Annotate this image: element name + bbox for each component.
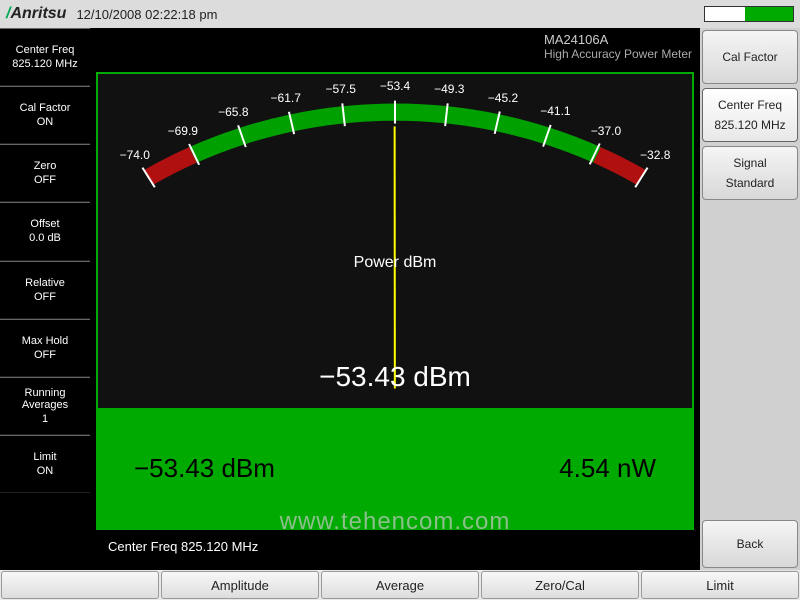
right-label: Cal Factor <box>703 50 797 64</box>
left-label: Center Freq <box>2 44 88 56</box>
left-max-hold[interactable]: Max Hold OFF <box>0 319 90 377</box>
right-center-freq[interactable]: Center Freq 825.120 MHz <box>702 88 798 142</box>
gauge-tick-label: −49.3 <box>434 82 464 96</box>
brand-logo: /Anritsu <box>6 5 66 23</box>
result-bar: −53.43 dBm 4.54 nW www.tehencom.com <box>98 408 692 528</box>
right-spacer <box>700 202 800 518</box>
left-running-avg[interactable]: Running Averages 1 <box>0 377 90 435</box>
left-value: 0.0 dB <box>2 232 88 244</box>
datetime-label: 12/10/2008 02:22:18 pm <box>76 7 217 22</box>
gauge-area: Power dBm −74.0 −69.9 −65.8 −61.7 −57.5 −53.4… <box>98 74 692 398</box>
power-unit-label: Power dBm <box>354 254 437 272</box>
gauge-tick-label: −41.1 <box>540 104 570 118</box>
gauge-tick-label: −57.5 <box>326 82 356 96</box>
right-label: Center Freq <box>703 98 797 112</box>
right-cal-factor[interactable]: Cal Factor <box>702 30 798 84</box>
left-spacer <box>0 493 90 570</box>
right-signal[interactable]: Signal Standard <box>702 146 798 200</box>
main-display: MA24106A High Accuracy Power Meter Power… <box>90 28 700 570</box>
watermark: www.tehencom.com <box>280 508 511 536</box>
gauge-tick-label: −61.7 <box>271 91 301 105</box>
right-sub: 825.120 MHz <box>703 118 797 132</box>
left-value: 825.120 MHz <box>2 58 88 70</box>
left-value: 1 <box>2 413 88 425</box>
left-zero[interactable]: Zero OFF <box>0 144 90 202</box>
model-desc: High Accuracy Power Meter <box>544 47 692 61</box>
model-info: MA24106A High Accuracy Power Meter <box>544 32 692 61</box>
left-value: OFF <box>2 174 88 186</box>
left-center-freq[interactable]: Center Freq 825.120 MHz <box>0 28 90 86</box>
left-label: Offset <box>2 218 88 230</box>
left-cal-factor[interactable]: Cal Factor ON <box>0 86 90 144</box>
left-value: OFF <box>2 291 88 303</box>
bottom-btn-amplitude[interactable]: Amplitude <box>161 571 319 599</box>
bottom-label: Amplitude <box>211 578 269 593</box>
left-label: Max Hold <box>2 335 88 347</box>
bottom-btn-0[interactable] <box>1 571 159 599</box>
left-label: Zero <box>2 160 88 172</box>
left-limit[interactable]: Limit ON <box>0 435 90 493</box>
left-sidebar: Center Freq 825.120 MHz Cal Factor ON Ze… <box>0 28 90 570</box>
left-label: Relative <box>2 277 88 289</box>
gauge-tick-label: −45.2 <box>488 91 518 105</box>
left-offset[interactable]: Offset 0.0 dB <box>0 202 90 260</box>
reading-watt: 4.54 nW <box>559 453 656 484</box>
bottom-btn-zerocal[interactable]: Zero/Cal <box>481 571 639 599</box>
header-bar: /Anritsu 12/10/2008 02:22:18 pm <box>0 0 800 28</box>
meter-frame: Power dBm −74.0 −69.9 −65.8 −61.7 −57.5 −53.4… <box>96 72 694 530</box>
primary-reading: −53.43 dBm <box>98 361 692 393</box>
model-id: MA24106A <box>544 32 692 47</box>
left-value: OFF <box>2 349 88 361</box>
bottom-btn-average[interactable]: Average <box>321 571 479 599</box>
left-relative[interactable]: Relative OFF <box>0 261 90 319</box>
left-value: ON <box>2 465 88 477</box>
right-sub: Standard <box>703 176 797 190</box>
back-label: Back <box>703 537 797 551</box>
battery-icon <box>704 6 794 22</box>
battery-fill <box>745 7 793 21</box>
left-value: ON <box>2 116 88 128</box>
bottom-label: Limit <box>706 578 733 593</box>
bottom-bar: Amplitude Average Zero/Cal Limit <box>0 570 800 600</box>
left-label: Running Averages <box>2 387 88 411</box>
gauge-tick-label: −74.0 <box>120 148 150 162</box>
gauge-tick-label: −53.4 <box>380 79 410 93</box>
footer-center-freq: Center Freq 825.120 MHz <box>108 539 258 554</box>
bottom-btn-limit[interactable]: Limit <box>641 571 799 599</box>
gauge-tick-label: −65.8 <box>218 105 248 119</box>
gauge-tick-label: −69.9 <box>168 124 198 138</box>
reading-dBm: −53.43 dBm <box>134 453 275 484</box>
gauge-tick-label: −37.0 <box>591 124 621 138</box>
right-label: Signal <box>703 156 797 170</box>
bottom-label: Average <box>376 578 424 593</box>
left-label: Cal Factor <box>2 102 88 114</box>
bottom-label: Zero/Cal <box>535 578 585 593</box>
left-label: Limit <box>2 451 88 463</box>
right-sidebar: Cal Factor Center Freq 825.120 MHz Signa… <box>700 28 800 570</box>
back-button[interactable]: Back <box>702 520 798 568</box>
gauge-tick-label: −32.8 <box>640 148 670 162</box>
